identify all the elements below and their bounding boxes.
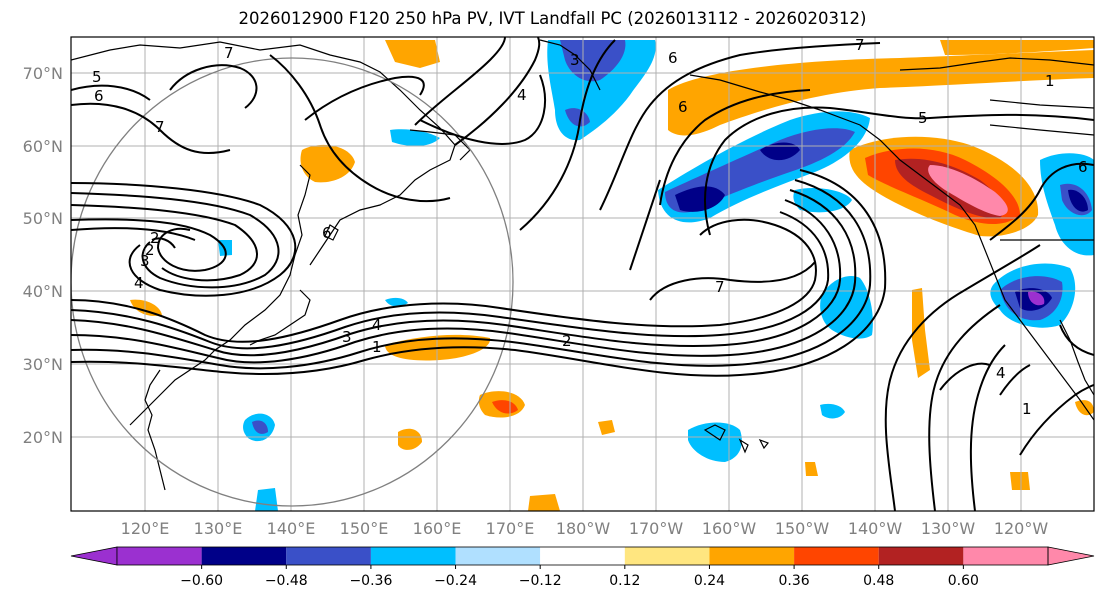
contour-label: 5	[92, 68, 102, 86]
lon-label: 160°E	[413, 519, 462, 538]
colorbar-tick-label: 0.36	[779, 573, 810, 589]
contour-label: 1	[1045, 72, 1055, 90]
contour-label: 4	[134, 274, 144, 292]
colorbar-tick-label: −0.48	[265, 573, 308, 589]
contour-label: 3	[570, 51, 580, 69]
contour-label: 4	[517, 86, 527, 104]
lon-label: 170°W	[629, 519, 684, 538]
lon-label: 180°W	[556, 519, 611, 538]
lat-label: 20°N	[23, 428, 63, 447]
contour-label: 4	[996, 364, 1006, 382]
contour-label: 3	[342, 328, 352, 346]
lon-label: 150°W	[775, 519, 830, 538]
contour-labels: 7 5 6 7 2 3 4 2 6 3 4 1 2 7 6 6 5 7 1 6 …	[92, 36, 1088, 418]
contour-label: 2	[150, 229, 160, 247]
contour-label: 6	[1078, 158, 1088, 176]
colorbar-segment	[794, 547, 879, 565]
lon-label: 150°E	[340, 519, 389, 538]
colorbar-arrow-right	[1047, 546, 1095, 566]
lat-label: 60°N	[23, 137, 63, 156]
colorbar-tick-label: −0.24	[434, 573, 477, 589]
contour-label: 3	[140, 252, 150, 270]
contour-label: 2	[145, 241, 155, 259]
contour-label: 6	[322, 224, 332, 242]
colorbar-segment	[624, 547, 710, 565]
lon-label: 130°E	[194, 519, 243, 538]
contour-label: 7	[715, 278, 725, 296]
contour-label: 6	[668, 49, 678, 67]
lon-label: 130°W	[921, 519, 976, 538]
colorbar-segment	[370, 547, 456, 565]
lon-label: 120°E	[121, 519, 170, 538]
lon-label: 140°E	[267, 519, 316, 538]
colorbar-tick-label: 0.12	[609, 573, 640, 589]
contour-label: 7	[224, 44, 234, 62]
colorbar-segment	[455, 547, 541, 565]
lon-label: 120°W	[994, 519, 1049, 538]
contour-label: 1	[1022, 400, 1032, 418]
map-title: 2026012900 F120 250 hPa PV, IVT Landfall…	[238, 9, 867, 28]
lat-label: 30°N	[23, 355, 63, 374]
colorbar-segment	[963, 547, 1048, 565]
colorbar-tick-label: 0.60	[948, 573, 979, 589]
contour-label: 7	[155, 118, 165, 136]
map-panel: 7 5 6 7 2 3 4 2 6 3 4 1 2 7 6 6 5 7 1 6 …	[71, 36, 1094, 511]
lon-label: 140°W	[848, 519, 903, 538]
colorbar-segment	[540, 547, 625, 565]
colorbar-frame	[116, 546, 1049, 566]
contour-label: 1	[372, 338, 382, 356]
graticule	[71, 37, 1094, 511]
pv-contours	[71, 37, 1094, 511]
longitude-labels: 120°E 130°E 140°E 150°E 160°E 170°E 180°…	[121, 519, 1049, 538]
colorbar: −0.60 −0.48 −0.36 −0.24 −0.12 0.12 0.24 0.36 0.4…	[70, 546, 1095, 589]
contour-label: 7	[855, 36, 865, 54]
colorbar-segment	[117, 547, 202, 565]
lon-label: 170°E	[486, 519, 535, 538]
colorbar-segment	[286, 547, 371, 565]
contour-label: 6	[94, 87, 104, 105]
colorbar-tick-label: −0.12	[519, 573, 562, 589]
lon-label: 160°W	[702, 519, 757, 538]
contour-label: 2	[562, 332, 572, 350]
colorbar-tick-label: 0.24	[694, 573, 725, 589]
colorbar-arrow-left	[70, 546, 118, 566]
lat-label: 70°N	[23, 64, 63, 83]
colorbar-tick-label: 0.48	[863, 573, 894, 589]
lat-label: 40°N	[23, 282, 63, 301]
contour-label: 5	[918, 109, 928, 127]
contour-label: 4	[372, 316, 382, 334]
distance-circle	[71, 57, 514, 507]
colorbar-segment	[878, 547, 964, 565]
colorbar-tick-label: −0.60	[180, 573, 223, 589]
map-frame	[70, 36, 1095, 512]
colorbar-tick-label: −0.36	[349, 573, 392, 589]
colorbar-segment	[201, 547, 287, 565]
contour-label: 6	[678, 98, 688, 116]
lat-label: 50°N	[23, 209, 63, 228]
latitude-labels: 70°N 60°N 50°N 40°N 30°N 20°N	[23, 64, 63, 447]
colorbar-segment	[709, 547, 795, 565]
